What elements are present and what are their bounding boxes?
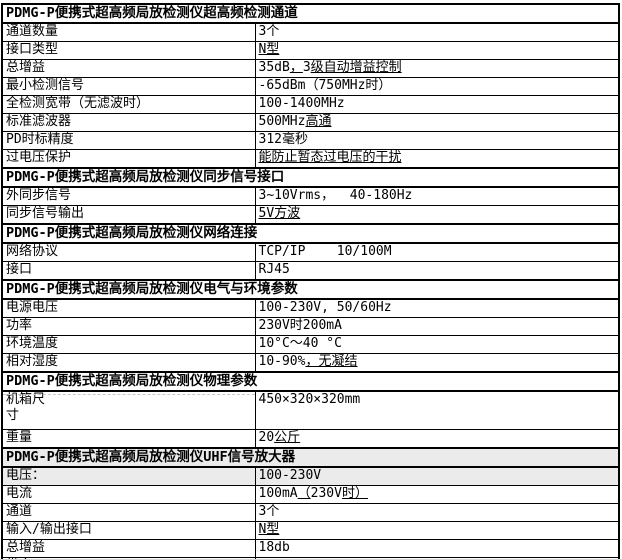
spec-value: RJ45 xyxy=(254,261,620,281)
spec-label: 功率 xyxy=(1,317,256,336)
section-header-row: PDMG-P便携式超高频局放检测仪网络连接 xyxy=(1,223,620,244)
spec-value: 35dB，3级自动增益控制 xyxy=(254,59,620,78)
spec-label: 总增益 xyxy=(1,539,256,558)
spec-value: 10°C～40 °C xyxy=(254,335,620,354)
spec-label: 电流 xyxy=(1,485,256,504)
spec-row: 环境温度 10°C～40 °C xyxy=(1,335,620,354)
spec-row: 最小检测信号 -65dBm（750MHz时） xyxy=(1,77,620,96)
page-break-dash xyxy=(3,394,254,395)
spec-label: 外同步信号 xyxy=(1,186,256,206)
spec-value: 5V方波 xyxy=(254,205,620,225)
spec-row: 接口类型 N型 xyxy=(1,41,620,60)
spec-value: 3个 xyxy=(254,22,620,42)
spec-row: 机箱尺 寸 450×320×320mm xyxy=(1,390,620,430)
section-title: PDMG-P便携式超高频局放检测仪超高频检测通道 xyxy=(1,3,620,24)
spec-value: N型 xyxy=(254,41,620,60)
spec-label: 全检测宽带（无滤波时） xyxy=(1,95,256,114)
spec-label: 通道数量 xyxy=(1,22,256,42)
spec-value: 100-230V xyxy=(254,466,620,486)
spec-row: 电源电压 100-230V, 50/60Hz xyxy=(1,298,620,318)
spec-row: 总增益 18db xyxy=(1,539,620,558)
spec-label: 环境温度 xyxy=(1,335,256,354)
spec-row: 全检测宽带（无滤波时） 100-1400MHz xyxy=(1,95,620,114)
spec-row: 电流 100mA（230V时） xyxy=(1,485,620,504)
spec-row: 重量 20公斤 xyxy=(1,429,620,449)
spec-row: 网络协议 TCP/IP 10/100M xyxy=(1,242,620,262)
spec-row: 接口 RJ45 xyxy=(1,261,620,281)
spec-value: -65dBm（750MHz时） xyxy=(254,77,620,96)
spec-row: PD时标精度 312毫秒 xyxy=(1,131,620,150)
section-title: PDMG-P便携式超高频局放检测仪电气与环境参数 xyxy=(1,279,620,300)
spec-label: 接口类型 xyxy=(1,41,256,60)
spec-row: 电压： 100-230V xyxy=(1,466,620,486)
spec-label: 输入/输出接口 xyxy=(1,521,256,540)
spec-value: 312毫秒 xyxy=(254,131,620,150)
spec-row: 标准滤波器 500MHz高通 xyxy=(1,113,620,132)
section-header-row: PDMG-P便携式超高频局放检测仪UHF信号放大器 xyxy=(1,447,620,468)
spec-value: N型 xyxy=(254,521,620,540)
spec-label: 电压： xyxy=(1,466,256,486)
section-header-row: PDMG-P便携式超高频局放检测仪同步信号接口 xyxy=(1,167,620,188)
spec-value: 10-90%，无凝结 xyxy=(254,353,620,373)
spec-value: 500MHz高通 xyxy=(254,113,620,132)
spec-label: 同步信号输出 xyxy=(1,205,256,225)
section-title: PDMG-P便携式超高频局放检测仪网络连接 xyxy=(1,223,620,244)
spec-label: PD时标精度 xyxy=(1,131,256,150)
section-title: PDMG-P便携式超高频局放检测仪物理参数 xyxy=(1,371,620,392)
spec-label: 相对湿度 xyxy=(1,353,256,373)
spec-value: 100-1400MHz xyxy=(254,95,620,114)
spec-label: 过电压保护 xyxy=(1,149,256,169)
spec-value: TCP/IP 10/100M xyxy=(254,242,620,262)
spec-table: PDMG-P便携式超高频局放检测仪超高频检测通道 通道数量 3个 接口类型 N型 总增益 3… xyxy=(1,3,620,559)
spec-value: 3个 xyxy=(254,503,620,522)
spec-label: 电源电压 xyxy=(1,298,256,318)
spec-value: 100mA（230V时） xyxy=(254,485,620,504)
spec-label: 标准滤波器 xyxy=(1,113,256,132)
spec-row: 通道数量 3个 xyxy=(1,22,620,42)
spec-value: 450×320×320mm xyxy=(254,390,620,430)
spec-row: 总增益 35dB，3级自动增益控制 xyxy=(1,59,620,78)
spec-label: 通道 xyxy=(1,503,256,522)
spec-row: 输入/输出接口 N型 xyxy=(1,521,620,540)
spec-row: 相对湿度 10-90%，无凝结 xyxy=(1,353,620,373)
spec-value: 18db xyxy=(254,539,620,558)
spec-label: 机箱尺 寸 xyxy=(1,390,256,430)
section-title: PDMG-P便携式超高频局放检测仪UHF信号放大器 xyxy=(1,447,620,468)
section-header-row: PDMG-P便携式超高频局放检测仪超高频检测通道 xyxy=(1,3,620,24)
spec-row: 通道 3个 xyxy=(1,503,620,522)
spec-value: 3~10Vrms， 40-180Hz xyxy=(254,186,620,206)
spec-row: 外同步信号 3~10Vrms， 40-180Hz xyxy=(1,186,620,206)
spec-label: 接口 xyxy=(1,261,256,281)
spec-row: 过电压保护 能防止暂态过电压的干扰 xyxy=(1,149,620,169)
section-header-row: PDMG-P便携式超高频局放检测仪电气与环境参数 xyxy=(1,279,620,300)
spec-value: 能防止暂态过电压的干扰 xyxy=(254,149,620,169)
spec-value: 230V时200mA xyxy=(254,317,620,336)
section-title: PDMG-P便携式超高频局放检测仪同步信号接口 xyxy=(1,167,620,188)
spec-value: 100-230V, 50/60Hz xyxy=(254,298,620,318)
spec-row: 功率 230V时200mA xyxy=(1,317,620,336)
spec-label: 总增益 xyxy=(1,59,256,78)
spec-value: 20公斤 xyxy=(254,429,620,449)
section-header-row: PDMG-P便携式超高频局放检测仪物理参数 xyxy=(1,371,620,392)
spec-label: 网络协议 xyxy=(1,242,256,262)
spec-label: 最小检测信号 xyxy=(1,77,256,96)
spec-label: 重量 xyxy=(1,429,256,449)
spec-table-body: PDMG-P便携式超高频局放检测仪超高频检测通道 通道数量 3个 接口类型 N型 总增益 3… xyxy=(1,3,620,559)
spec-row: 同步信号输出 5V方波 xyxy=(1,205,620,225)
